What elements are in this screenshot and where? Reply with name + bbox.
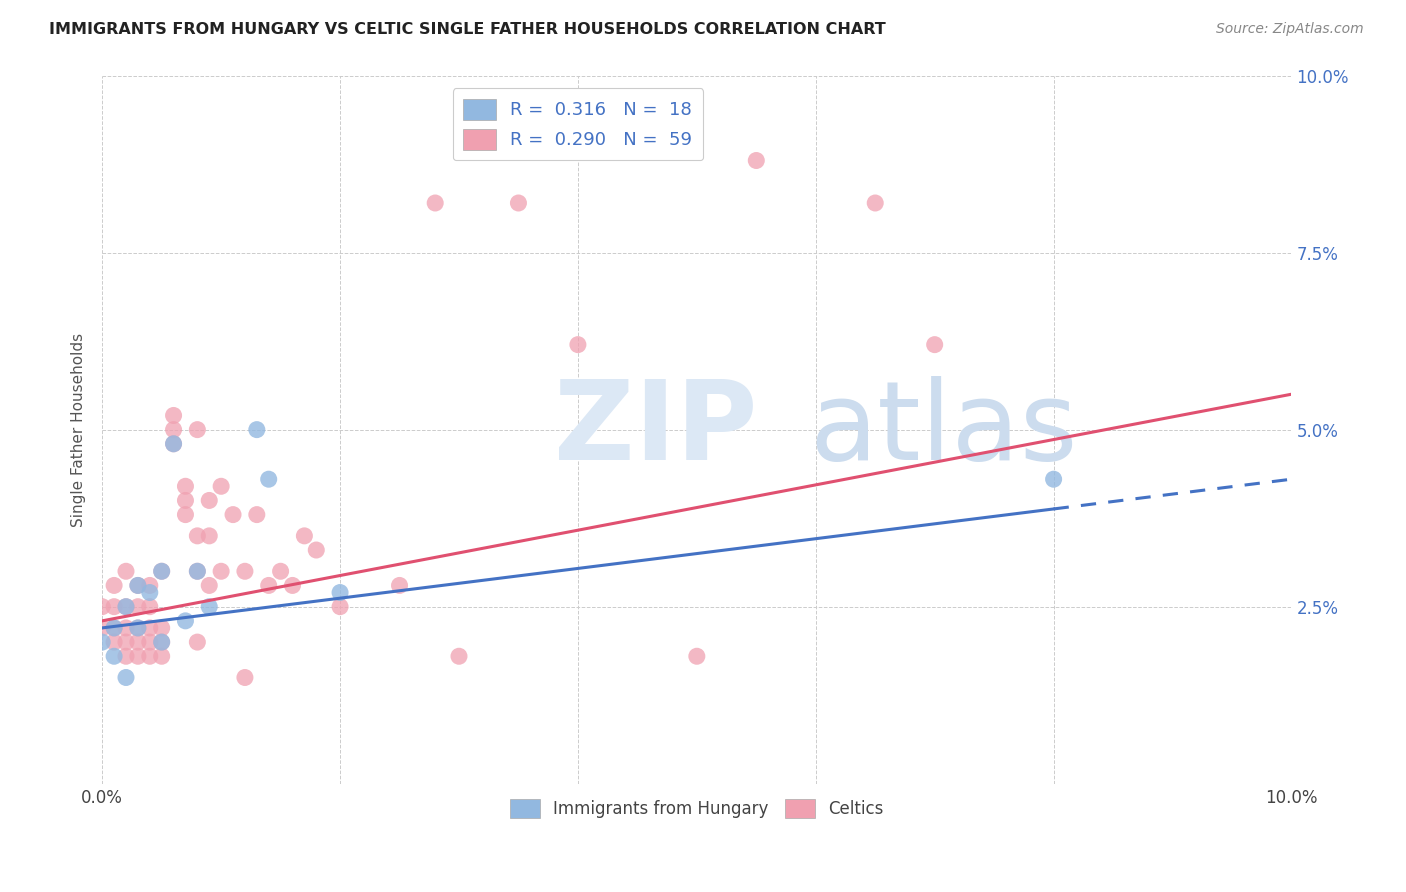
Point [222, 508, 245, 522]
Point [209, 564, 232, 578]
Point [103, 621, 125, 635]
Point [115, 564, 138, 578]
Point [115, 635, 138, 649]
Point [150, 621, 173, 635]
Text: atlas: atlas [810, 376, 1078, 483]
Point [103, 599, 125, 614]
Point [139, 635, 162, 649]
Point [115, 621, 138, 635]
Point [115, 599, 138, 614]
Point [103, 578, 125, 592]
Point [508, 196, 530, 211]
Point [139, 599, 162, 614]
Point [115, 671, 138, 685]
Point [686, 649, 709, 664]
Point [139, 621, 162, 635]
Point [150, 649, 173, 664]
Point [186, 529, 208, 543]
Point [329, 599, 352, 614]
Point [270, 564, 292, 578]
Point [233, 671, 256, 685]
Text: ZIP: ZIP [554, 376, 758, 483]
Point [198, 493, 221, 508]
Point [924, 337, 946, 351]
Legend: Immigrants from Hungary, Celtics: Immigrants from Hungary, Celtics [503, 792, 890, 825]
Point [174, 479, 197, 493]
Point [209, 479, 232, 493]
Point [1042, 472, 1064, 486]
Point [174, 614, 197, 628]
Point [103, 649, 125, 664]
Point [186, 564, 208, 578]
Point [292, 529, 315, 543]
Point [162, 423, 184, 437]
Point [233, 564, 256, 578]
Point [198, 578, 221, 592]
Point [139, 585, 162, 599]
Point [150, 635, 173, 649]
Text: Source: ZipAtlas.com: Source: ZipAtlas.com [1216, 22, 1364, 37]
Point [127, 649, 149, 664]
Point [115, 649, 138, 664]
Point [103, 621, 125, 635]
Point [162, 437, 184, 451]
Point [425, 196, 447, 211]
Point [567, 337, 589, 351]
Point [127, 578, 149, 592]
Point [186, 564, 208, 578]
Point [745, 153, 768, 168]
Point [127, 578, 149, 592]
Point [162, 437, 184, 451]
Point [186, 635, 208, 649]
Point [127, 635, 149, 649]
Point [257, 472, 280, 486]
Point [127, 621, 149, 635]
Point [91, 635, 114, 649]
Point [91, 621, 114, 635]
Text: IMMIGRANTS FROM HUNGARY VS CELTIC SINGLE FATHER HOUSEHOLDS CORRELATION CHART: IMMIGRANTS FROM HUNGARY VS CELTIC SINGLE… [49, 22, 886, 37]
Point [174, 508, 197, 522]
Point [91, 599, 114, 614]
Point [246, 423, 269, 437]
Point [281, 578, 304, 592]
Point [162, 409, 184, 423]
Point [103, 635, 125, 649]
Y-axis label: Single Father Households: Single Father Households [72, 333, 86, 526]
Point [174, 493, 197, 508]
Point [388, 578, 411, 592]
Point [186, 423, 208, 437]
Point [305, 543, 328, 558]
Point [150, 635, 173, 649]
Point [257, 578, 280, 592]
Point [139, 649, 162, 664]
Point [863, 196, 886, 211]
Point [150, 564, 173, 578]
Point [329, 585, 352, 599]
Point [198, 529, 221, 543]
Point [447, 649, 470, 664]
Point [127, 599, 149, 614]
Point [198, 599, 221, 614]
Point [246, 508, 269, 522]
Point [115, 599, 138, 614]
Point [139, 578, 162, 592]
Point [150, 564, 173, 578]
Point [127, 621, 149, 635]
